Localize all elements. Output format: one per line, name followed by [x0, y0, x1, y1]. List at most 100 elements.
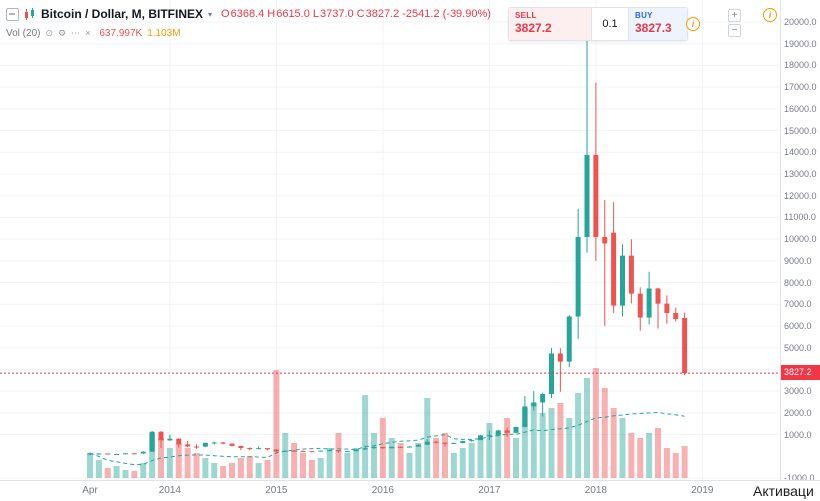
- price-axis-label: 9000.0: [784, 255, 812, 266]
- candle-body: [424, 441, 430, 445]
- candle-body: [380, 446, 386, 449]
- volume-bar: [282, 433, 289, 478]
- volume-bar: [95, 460, 102, 478]
- volume-bar: [326, 448, 333, 478]
- price-axis-label: 8000.0: [784, 277, 812, 288]
- candle-body: [220, 442, 226, 444]
- change-value: -2541.2 (-39.90%): [402, 8, 491, 20]
- volume-bar: [672, 453, 679, 478]
- candle-body: [673, 312, 679, 320]
- volume-bar: [113, 466, 120, 478]
- candle-body: [655, 288, 661, 304]
- candle-body: [540, 393, 546, 403]
- increase-button[interactable]: +: [728, 9, 741, 22]
- candle-body: [433, 441, 439, 443]
- price-axis-label: 14000.0: [784, 147, 817, 158]
- close-label: C: [356, 8, 365, 20]
- volume-bar: [264, 460, 271, 478]
- volume-bar: [237, 458, 244, 478]
- volume-ma-value: 1.103M: [147, 27, 181, 39]
- candle-body: [628, 255, 634, 294]
- volume-bar: [681, 446, 688, 478]
- low-label: L: [312, 8, 319, 20]
- candle-body: [362, 448, 368, 450]
- time-axis-label: Apr: [82, 485, 98, 496]
- sell-button[interactable]: SELL 3827.2: [509, 8, 591, 40]
- candle-body: [327, 450, 333, 452]
- volume-bar: [610, 408, 617, 478]
- volume-bar: [140, 463, 147, 478]
- time-axis-label: 2016: [371, 485, 394, 496]
- volume-bar: [637, 438, 644, 478]
- candle-body: [158, 431, 164, 441]
- price-axis-label: 1000.0: [784, 429, 812, 440]
- chevron-down-icon[interactable]: ▾: [208, 9, 213, 19]
- volume-bar: [193, 453, 200, 478]
- more-icon[interactable]: ⋯: [71, 28, 81, 38]
- candle-body: [273, 449, 279, 452]
- volume-bar: [504, 418, 511, 478]
- volume-bar: [211, 463, 218, 478]
- price-axis-label: 5000.0: [784, 342, 812, 353]
- volume-bar: [353, 448, 360, 478]
- time-axis-label: 2017: [478, 485, 501, 496]
- candle-body: [176, 438, 182, 445]
- candle-body: [407, 446, 412, 448]
- eye-icon[interactable]: ⊙: [45, 28, 54, 38]
- volume-bar: [273, 370, 280, 478]
- candle-body: [620, 255, 625, 306]
- volume-bar: [584, 378, 590, 478]
- volume-ma-line: [89, 411, 685, 466]
- volume-bar: [663, 448, 670, 478]
- decrease-button[interactable]: −: [728, 24, 741, 37]
- volume-bar: [344, 453, 351, 478]
- price-axis-label: 20000.0: [784, 17, 817, 27]
- volume-bar: [619, 418, 626, 478]
- candle-body: [611, 232, 617, 306]
- candle-body: [486, 435, 492, 437]
- volume-indicator-title[interactable]: Vol (20): [6, 27, 41, 39]
- corner-info-icon[interactable]: i: [763, 8, 777, 22]
- buy-button[interactable]: BUY 3827.3: [629, 8, 687, 40]
- volume-bar: [459, 448, 466, 478]
- price-axis-label: 3000.0: [784, 386, 812, 397]
- buy-sell-widget: SELL 3827.2 0.1 BUY 3827.3: [508, 7, 688, 41]
- price-axis-label: 10000.0: [784, 234, 817, 245]
- price-chart-canvas[interactable]: [0, 0, 780, 480]
- legend-main-row: Bitcoin / Dollar, M, BITFINEX ▾ O 6368.4 …: [6, 5, 491, 23]
- symbol-title[interactable]: Bitcoin / Dollar, M, BITFINEX: [41, 7, 204, 21]
- volume-bar: [388, 438, 395, 478]
- collapse-legend-icon[interactable]: [6, 7, 19, 21]
- volume-bar: [104, 468, 111, 478]
- volume-bar: [406, 453, 413, 478]
- volume-bar: [646, 433, 653, 478]
- price-axis[interactable]: 3827.2 20000.0 19000.0 18000.0 17000.0 16000…: [780, 0, 820, 483]
- volume-bar: [166, 448, 173, 478]
- volume-bar: [184, 448, 191, 478]
- candle-body: [398, 446, 404, 448]
- time-axis[interactable]: Apr 2014 2015 2016 2017 2018 2019: [0, 480, 820, 501]
- low-value: 3737.0: [319, 8, 354, 20]
- candle-body: [105, 453, 111, 455]
- volume-bar: [300, 453, 306, 478]
- sell-price: 3827.2: [515, 21, 552, 35]
- last-price-tag: 3827.2: [781, 365, 820, 381]
- candle-body: [194, 446, 199, 448]
- candle-body: [557, 353, 563, 362]
- order-info-icon[interactable]: i: [686, 17, 700, 31]
- candle-body: [123, 453, 128, 455]
- volume-bar: [335, 433, 342, 478]
- candle-body: [584, 154, 590, 237]
- high-label: H: [267, 8, 276, 20]
- candle-body: [282, 450, 288, 452]
- candle-body: [566, 316, 572, 362]
- volume-bar: [175, 443, 182, 478]
- volume-bar: [291, 443, 298, 478]
- price-axis-label: 7000.0: [784, 299, 812, 310]
- candle-body: [87, 453, 93, 455]
- close-value: 3827.2: [365, 8, 400, 20]
- candle-body: [415, 444, 421, 447]
- settings-icon[interactable]: ⚙: [58, 28, 67, 38]
- quantity-field[interactable]: 0.1: [591, 8, 629, 40]
- close-icon[interactable]: ×: [85, 28, 91, 38]
